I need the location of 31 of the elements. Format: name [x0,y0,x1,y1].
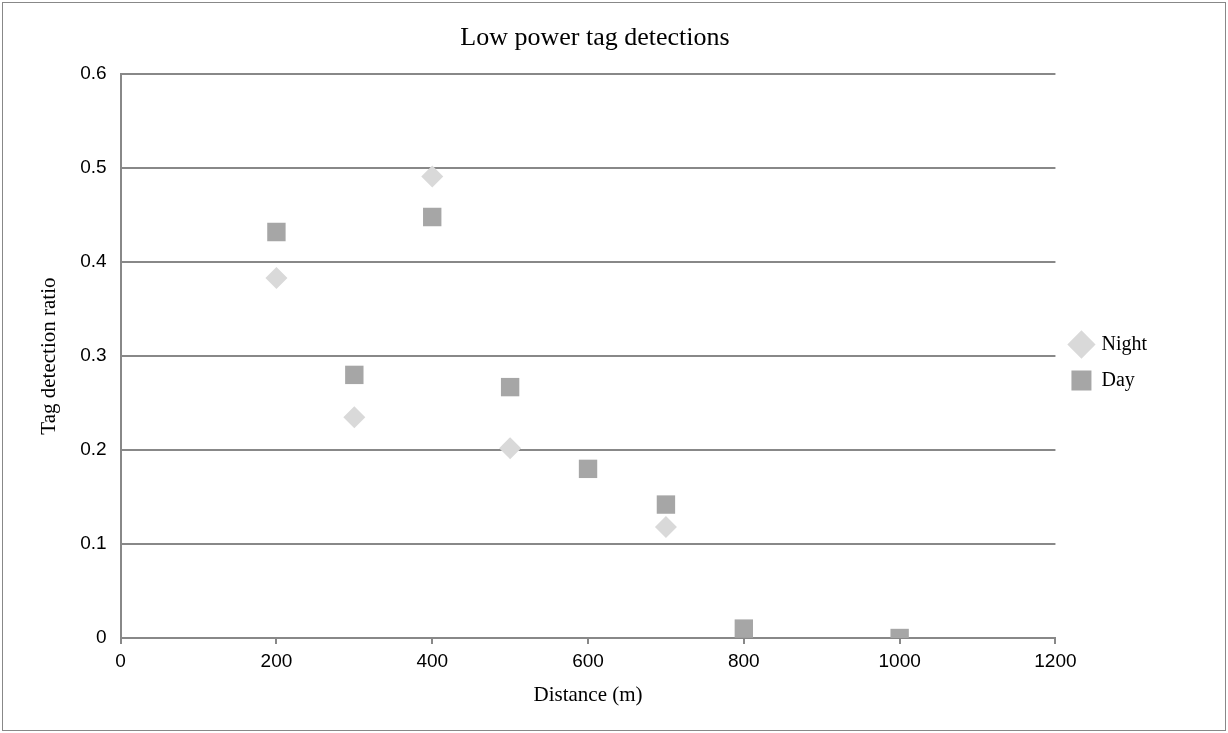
point [345,365,364,385]
y-axis-title: Tag detection ratio [36,277,61,435]
legend-label: Night [1101,331,1148,355]
x-tick-label: 600 [572,649,604,671]
point [500,377,520,397]
point [423,207,442,227]
point [654,516,677,539]
point [499,437,522,460]
y-tick-label: 0.4 [80,250,108,272]
point [734,619,754,638]
x-tick-label: 200 [260,649,293,671]
x-tick-label: 0 [115,649,126,671]
y-tick-label: 0.1 [80,532,107,554]
legend-label: Day [1101,367,1135,391]
y-tick-label: 0 [96,626,107,648]
y-tick-label: 0.5 [80,156,107,178]
x-tick-label: 400 [416,649,449,671]
point [656,495,676,514]
x-axis-title: Distance (m) [533,681,643,706]
y-tick-label: 0.6 [80,62,107,84]
point [421,165,444,188]
x-tick-label: 1200 [1034,649,1077,671]
point [265,267,288,290]
x-tick-label: 800 [727,649,760,671]
point [578,459,598,479]
chart-title: Low power tag detections [460,22,730,52]
point [343,406,366,429]
point [267,222,286,242]
y-tick-label: 0.2 [80,438,107,460]
x-tick-label: 1000 [878,649,921,671]
y-tick-label: 0.3 [80,344,107,366]
